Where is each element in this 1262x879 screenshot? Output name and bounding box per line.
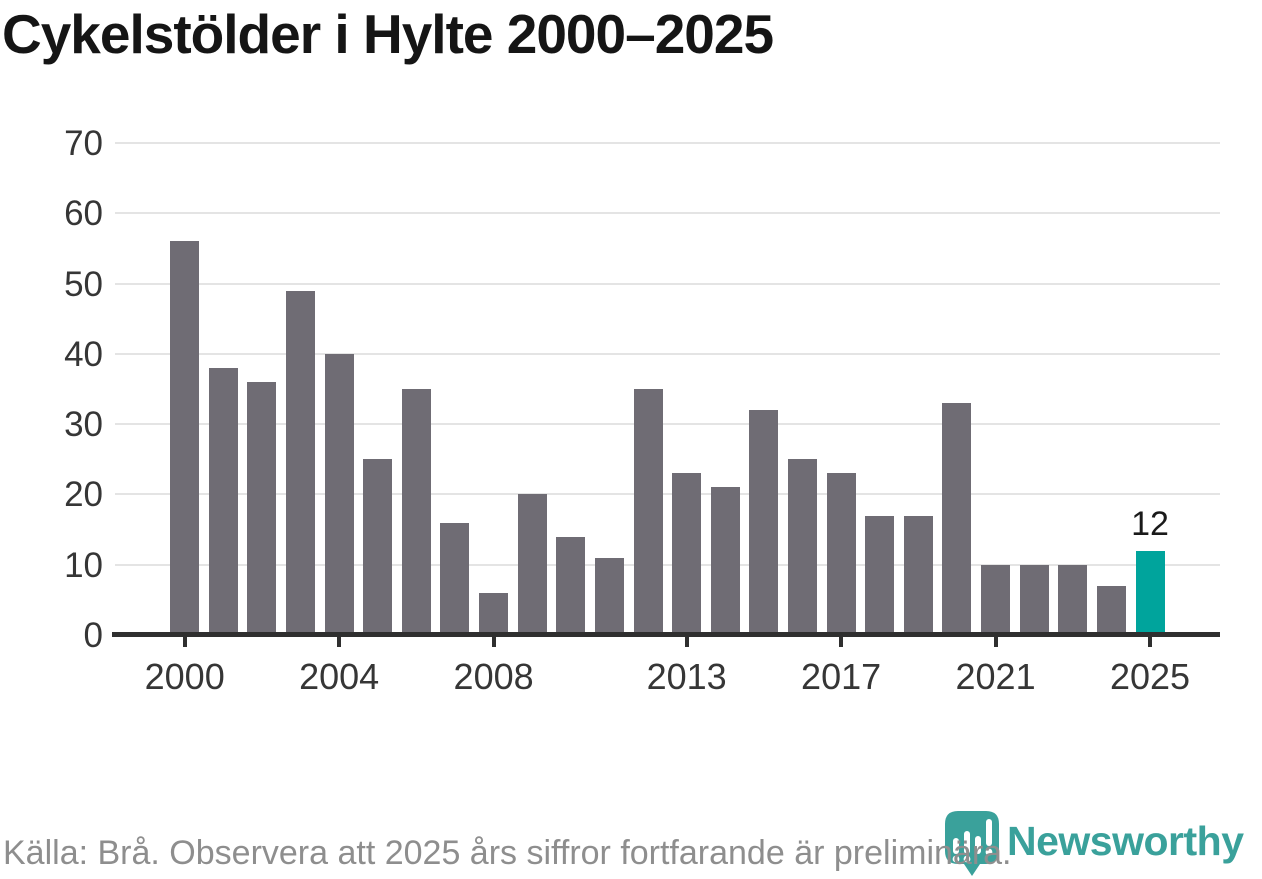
gridline-60 <box>115 212 1220 215</box>
gridline-30 <box>115 423 1220 426</box>
bar-2019 <box>903 515 933 635</box>
x-tick-label-2025: 2025 <box>1109 656 1191 697</box>
newsworthy-bubble-barchart-icon <box>945 811 999 876</box>
bar-2024 <box>1096 585 1126 635</box>
source-note: Källa: Brå. Observera att 2025 års siffr… <box>3 834 1012 872</box>
bar-2017 <box>826 473 856 635</box>
x-axis-line <box>112 632 1220 637</box>
bar-2004 <box>324 353 354 635</box>
newsworthy-logo-text: Newsworthy <box>1007 818 1244 864</box>
y-tick-label-70: 70 <box>64 124 103 163</box>
bar-2006 <box>401 389 431 635</box>
y-tick-label-30: 30 <box>64 405 103 445</box>
bar-2025 <box>1135 550 1165 635</box>
x-tick-label-2008: 2008 <box>453 656 534 697</box>
x-tick-label-2021: 2021 <box>955 656 1036 697</box>
bar-2020 <box>942 403 972 635</box>
gridline-50 <box>115 282 1220 285</box>
bar-2023 <box>1058 564 1088 635</box>
gridline-70 <box>115 142 1220 144</box>
y-tick-label-0: 0 <box>83 616 103 655</box>
bar-2016 <box>787 459 817 635</box>
x-tick-label-2000: 2000 <box>144 656 225 697</box>
chart-title: Cykelstölder i Hylte 2000–2025 <box>2 3 774 65</box>
x-tick-2008 <box>491 637 496 647</box>
bar-2001 <box>208 367 238 635</box>
bar-2010 <box>556 536 586 635</box>
x-tick-label-2004: 2004 <box>299 656 380 697</box>
plot-area: 12 2000 2004 2008 2013 2017 2021 2025 <box>112 142 1220 697</box>
y-tick-label-50: 50 <box>64 264 103 304</box>
bar-value-label-2025: 12 <box>1131 504 1169 543</box>
bar-2014 <box>710 487 740 635</box>
y-tick-label-60: 60 <box>64 194 103 234</box>
bar-2022 <box>1019 564 1049 635</box>
y-tick-label-20: 20 <box>64 475 103 515</box>
x-tick-2013 <box>684 637 689 647</box>
x-tick-2021 <box>993 637 998 647</box>
gridline-40 <box>115 352 1220 355</box>
bar-2002 <box>247 381 277 635</box>
gridline-10 <box>115 563 1220 566</box>
bar-2011 <box>594 557 624 635</box>
x-tick-label-2013: 2013 <box>646 656 727 697</box>
x-tick-2025 <box>1148 637 1152 647</box>
bar-2018 <box>865 515 895 635</box>
y-tick-label-40: 40 <box>64 334 103 374</box>
x-tick-2004 <box>337 637 342 647</box>
bar-2021 <box>981 564 1011 635</box>
bar-2005 <box>363 459 393 635</box>
x-tick-2017 <box>839 637 844 647</box>
bar-2007 <box>440 522 470 635</box>
bar-2009 <box>517 494 547 635</box>
gridline-20 <box>115 493 1220 496</box>
x-tick-label-2017: 2017 <box>801 656 882 697</box>
bar-2015 <box>749 410 779 635</box>
bar-2008 <box>479 592 509 635</box>
y-tick-label-10: 10 <box>64 545 103 585</box>
newsworthy-logo: Newsworthy <box>944 810 1244 877</box>
bar-2012 <box>633 389 663 635</box>
bar-2003 <box>286 290 316 635</box>
bar-2000 <box>170 241 200 635</box>
bar-2013 <box>672 473 702 635</box>
x-tick-2000 <box>182 637 187 647</box>
